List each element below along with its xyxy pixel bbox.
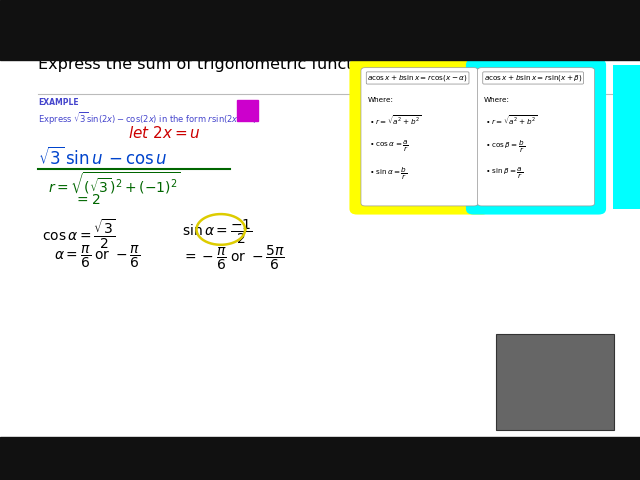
FancyBboxPatch shape	[361, 68, 478, 206]
FancyBboxPatch shape	[477, 68, 595, 206]
Bar	[0, 437, 640, 480]
Text: $\bullet\;\sin\beta=\dfrac{a}{r}$: $\bullet\;\sin\beta=\dfrac{a}{r}$	[485, 166, 523, 181]
FancyBboxPatch shape	[349, 59, 490, 215]
Text: let $2x = u$: let $2x = u$	[128, 125, 201, 141]
Text: $= 2$: $= 2$	[74, 193, 100, 207]
Text: Express the sum of trigonometric functions as a single function part 2: Express the sum of trigonometric functio…	[38, 57, 601, 72]
Bar	[237, 100, 258, 121]
Text: $\bullet\;r=\sqrt{a^2+b^2}$: $\bullet\;r=\sqrt{a^2+b^2}$	[485, 114, 538, 128]
Text: Where:: Where:	[367, 97, 394, 103]
Text: Where:: Where:	[484, 97, 510, 103]
Text: $\bullet\;\cos\alpha=\dfrac{a}{r}$: $\bullet\;\cos\alpha=\dfrac{a}{r}$	[369, 139, 408, 154]
Text: $\sqrt{3}\,\sin u\,-\cos u$: $\sqrt{3}\,\sin u\,-\cos u$	[38, 146, 168, 168]
Text: Express $\sqrt{3}\sin(2x) - \cos(2x)$ in the form $r\sin(2x + \alpha)$: Express $\sqrt{3}\sin(2x) - \cos(2x)$ in…	[38, 110, 258, 127]
Bar	[613, 65, 640, 209]
Text: $a\cos x+b\sin x=r\cos(x-\alpha)$: $a\cos x+b\sin x=r\cos(x-\alpha)$	[367, 73, 468, 83]
Text: $\bullet\;\sin\alpha=\dfrac{b}{r}$: $\bullet\;\sin\alpha=\dfrac{b}{r}$	[369, 166, 407, 182]
Text: $\sin\alpha=\dfrac{-1}{2}$: $\sin\alpha=\dfrac{-1}{2}$	[182, 217, 253, 246]
Text: $\alpha=\dfrac{\pi}{6}\;\mathrm{or}\;-\dfrac{\pi}{6}$: $\alpha=\dfrac{\pi}{6}\;\mathrm{or}\;-\d…	[54, 244, 141, 270]
Text: $=-\dfrac{\pi}{6}\;\mathrm{or}\;-\dfrac{5\pi}{6}$: $=-\dfrac{\pi}{6}\;\mathrm{or}\;-\dfrac{…	[182, 244, 285, 272]
Text: EXAMPLE: EXAMPLE	[38, 98, 79, 108]
Text: $a\cos x+b\sin x=r\sin(x+\beta)$: $a\cos x+b\sin x=r\sin(x+\beta)$	[484, 73, 582, 83]
Bar	[496, 334, 614, 430]
Text: $\bullet\;r=\sqrt{a^2+b^2}$: $\bullet\;r=\sqrt{a^2+b^2}$	[369, 114, 421, 128]
Text: $\bullet\;\cos\beta=\dfrac{b}{r}$: $\bullet\;\cos\beta=\dfrac{b}{r}$	[485, 139, 525, 155]
Text: $\cos\alpha=\dfrac{\sqrt{3}}{2}$: $\cos\alpha=\dfrac{\sqrt{3}}{2}$	[42, 217, 115, 251]
Bar	[0, 0, 640, 60]
FancyBboxPatch shape	[466, 59, 606, 215]
Text: $r=\sqrt{(\sqrt{3})^2+(-1)^2}$: $r=\sqrt{(\sqrt{3})^2+(-1)^2}$	[48, 170, 180, 196]
